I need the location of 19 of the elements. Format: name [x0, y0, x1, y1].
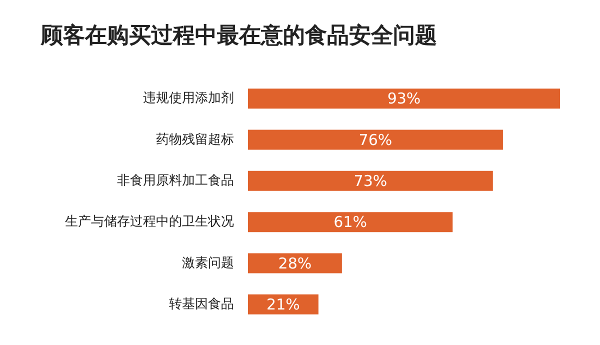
data-label: 73%: [354, 172, 388, 190]
bar: [248, 294, 318, 314]
bar: [248, 253, 342, 274]
data-label: 93%: [387, 90, 421, 108]
bar: [248, 88, 560, 109]
y-tick-label: 转基因食品: [169, 296, 234, 312]
data-label: 61%: [334, 213, 367, 232]
data-label: 21%: [266, 295, 300, 314]
bar: [248, 170, 493, 191]
data-label: 76%: [358, 130, 392, 149]
data-label: 28%: [278, 254, 312, 272]
y-tick-label: 激素问题: [182, 256, 234, 271]
bar: [248, 130, 503, 150]
y-tick-label: 生产与储存过程中的卫生状况: [65, 214, 234, 230]
chart-title: 顾客在购买过程中最在意的食品安全问题: [40, 22, 437, 48]
y-tick-label: 违规使用添加剂: [143, 90, 234, 106]
y-tick-label: 非食用原料加工食品: [117, 173, 234, 188]
bar: [248, 212, 453, 232]
y-tick-label: 药物残留超标: [156, 132, 234, 148]
